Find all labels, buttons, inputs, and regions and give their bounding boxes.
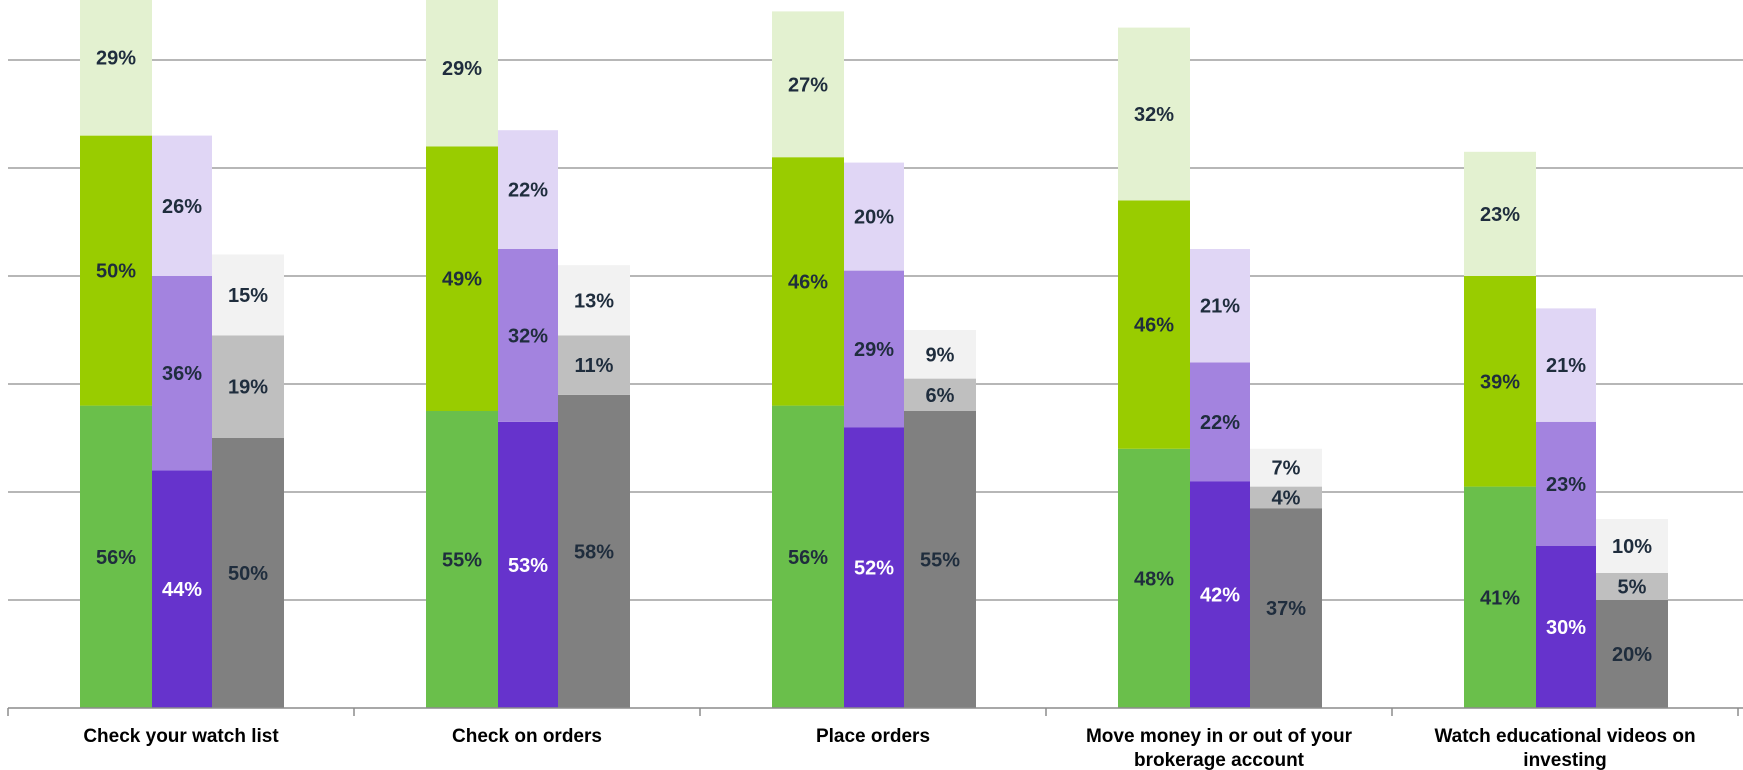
bar-segment	[558, 394, 630, 708]
data-label: 32%	[1134, 104, 1174, 126]
category-label: Move money in or out of your brokerage ac…	[1086, 726, 1353, 770]
bar-segment	[1118, 448, 1190, 708]
data-label: 19%	[228, 377, 268, 399]
data-label: 55%	[442, 550, 482, 572]
bar-segment	[1596, 573, 1668, 600]
data-label: 22%	[1200, 412, 1240, 434]
bar-segment	[1464, 276, 1536, 487]
bar-segment	[498, 249, 558, 422]
bar-segment	[772, 157, 844, 406]
data-label: 30%	[1546, 617, 1586, 639]
bar-segment	[904, 378, 976, 411]
bar-segment	[1536, 308, 1596, 422]
bar-segment	[844, 162, 904, 271]
bar-segment	[772, 405, 844, 708]
bar-segment	[212, 254, 284, 336]
bar-segment	[1250, 508, 1322, 708]
bar-segment	[80, 135, 152, 406]
bar-segment	[1536, 546, 1596, 708]
data-label: 23%	[1480, 204, 1520, 226]
data-label: 21%	[1546, 355, 1586, 377]
data-label: 42%	[1200, 585, 1240, 607]
category-label: Watch educational videos on investing	[1434, 726, 1695, 770]
data-label: 20%	[854, 207, 894, 229]
data-label: 56%	[788, 547, 828, 569]
bar-segment	[498, 130, 558, 249]
data-label: 21%	[1200, 296, 1240, 318]
data-label: 5%	[1618, 577, 1647, 599]
bar-segment	[904, 330, 976, 379]
data-label: 39%	[1480, 371, 1520, 393]
bar-segment	[1118, 27, 1190, 201]
data-label: 22%	[508, 180, 548, 202]
data-label: 55%	[920, 550, 960, 572]
bar-segment	[558, 265, 630, 336]
data-label: 32%	[508, 325, 548, 347]
data-label: 50%	[228, 563, 268, 585]
data-label: 49%	[442, 269, 482, 291]
bar-segment	[1250, 486, 1322, 509]
data-label: 13%	[574, 290, 614, 312]
data-label: 44%	[162, 579, 202, 601]
bar-segment	[1190, 481, 1250, 708]
data-label: 48%	[1134, 568, 1174, 590]
category-labels: Check your watch list Check on orders Plac…	[83, 726, 1695, 770]
data-label: 29%	[442, 58, 482, 80]
data-label: 26%	[162, 196, 202, 218]
data-label: 52%	[854, 558, 894, 580]
data-label: 15%	[228, 285, 268, 307]
category-label: Check your watch list	[83, 726, 279, 747]
bar-segment	[152, 470, 212, 708]
data-label: 27%	[788, 74, 828, 96]
data-label: 20%	[1612, 644, 1652, 666]
data-label: 46%	[1134, 315, 1174, 337]
data-label: 29%	[854, 339, 894, 361]
x-axis	[7, 707, 1743, 716]
bar-segment	[1118, 200, 1190, 449]
data-label: 7%	[1272, 458, 1301, 480]
bar-segment	[772, 11, 844, 158]
bar-segment	[1190, 362, 1250, 482]
data-label: 58%	[574, 541, 614, 563]
data-label: 41%	[1480, 587, 1520, 609]
data-label: 37%	[1266, 598, 1306, 620]
data-label: 29%	[96, 47, 136, 69]
bar-segment	[80, 405, 152, 708]
bar-segment	[80, 0, 152, 136]
bar-segment	[1464, 151, 1536, 276]
category-label: Place orders	[816, 726, 930, 747]
bar-segment	[152, 135, 212, 276]
bar-segment	[212, 335, 284, 438]
data-label: 46%	[788, 271, 828, 293]
data-label: 56%	[96, 547, 136, 569]
data-label: 10%	[1612, 536, 1652, 558]
bar-segment	[904, 411, 976, 708]
bar-segment	[558, 335, 630, 395]
category-label: Check on orders	[452, 726, 602, 747]
data-label: 53%	[508, 555, 548, 577]
bars: 56% 50% 29% 44% 36% 26% 50% 19% 15% 55% 49% 29% 53% 3…	[80, 0, 1668, 708]
data-label: 4%	[1272, 487, 1301, 509]
bar-segment	[426, 411, 498, 708]
data-label: 6%	[926, 385, 955, 407]
bar-segment	[1536, 421, 1596, 546]
bar-segment	[1464, 486, 1536, 708]
bar-segment	[426, 146, 498, 411]
bar-segment	[1596, 519, 1668, 573]
bar-segment	[152, 276, 212, 471]
data-label: 36%	[162, 363, 202, 385]
data-label: 11%	[575, 355, 614, 377]
bar-segment	[1250, 448, 1322, 487]
bar-segment	[1596, 600, 1668, 708]
data-label: 50%	[96, 261, 136, 283]
bar-segment	[426, 0, 498, 147]
bar-segment	[1190, 249, 1250, 363]
data-label: 23%	[1546, 474, 1586, 496]
data-label: 9%	[926, 344, 955, 366]
bar-segment	[498, 421, 558, 708]
bar-segment	[212, 438, 284, 708]
bar-segment	[844, 427, 904, 708]
bar-segment	[844, 270, 904, 428]
